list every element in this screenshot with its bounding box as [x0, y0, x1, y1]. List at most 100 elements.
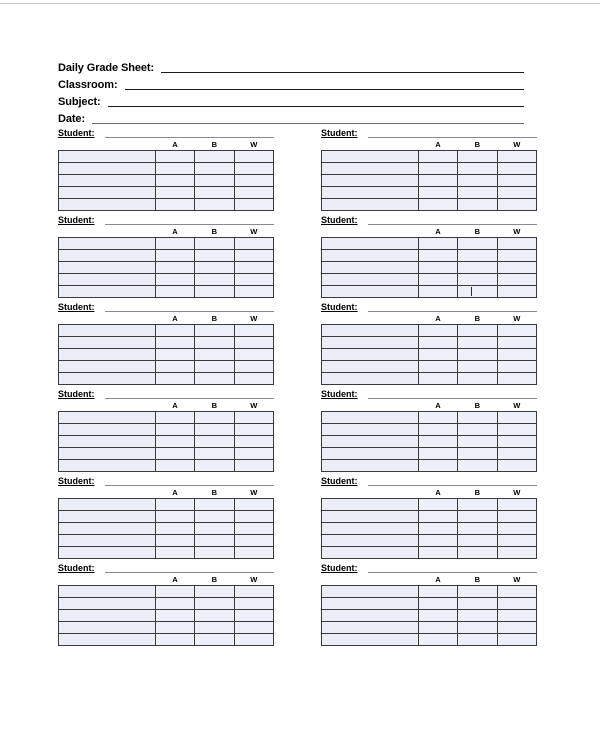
grade-cell-w[interactable]: [496, 186, 538, 199]
assignment-cell[interactable]: [321, 360, 419, 373]
grade-cell-a[interactable]: [417, 423, 459, 436]
grade-cell-w[interactable]: [233, 336, 275, 349]
assignment-cell[interactable]: [321, 522, 419, 535]
grade-cell-b[interactable]: [194, 510, 235, 523]
student-name-input[interactable]: [367, 485, 537, 486]
assignment-cell[interactable]: [321, 609, 419, 622]
assignment-cell[interactable]: [321, 633, 419, 646]
grade-cell-b[interactable]: [194, 621, 235, 634]
student-name-input[interactable]: [104, 137, 274, 138]
header-input-subject[interactable]: [107, 106, 524, 107]
grade-cell-a[interactable]: [417, 360, 459, 373]
grade-cell-a[interactable]: [154, 633, 196, 646]
grade-cell-b[interactable]: [194, 186, 235, 199]
grade-cell-b[interactable]: [457, 273, 498, 286]
assignment-cell[interactable]: [321, 324, 419, 337]
grade-cell-b[interactable]: [457, 249, 498, 262]
student-name-input[interactable]: [104, 572, 274, 573]
grade-cell-w[interactable]: [496, 174, 538, 187]
student-name-input[interactable]: [367, 224, 537, 225]
assignment-cell[interactable]: [321, 498, 419, 511]
grade-cell-b[interactable]: [194, 249, 235, 262]
assignment-cell[interactable]: [58, 411, 156, 424]
student-name-input[interactable]: [104, 398, 274, 399]
assignment-cell[interactable]: [321, 198, 419, 211]
grade-cell-a[interactable]: [417, 249, 459, 262]
grade-cell-a[interactable]: [154, 510, 196, 523]
grade-cell-w[interactable]: [496, 621, 538, 634]
grade-cell-w[interactable]: [496, 324, 538, 337]
grade-cell-a[interactable]: [417, 411, 459, 424]
grade-cell-w[interactable]: [496, 510, 538, 523]
grade-cell-w[interactable]: [496, 360, 538, 373]
grade-cell-a[interactable]: [417, 498, 459, 511]
grade-cell-a[interactable]: [154, 348, 196, 361]
grade-cell-w[interactable]: [233, 621, 275, 634]
grade-cell-b[interactable]: [194, 348, 235, 361]
grade-cell-b[interactable]: [194, 546, 235, 559]
assignment-cell[interactable]: [58, 423, 156, 436]
student-name-input[interactable]: [367, 398, 537, 399]
grade-cell-w[interactable]: [496, 237, 538, 250]
grade-cell-w[interactable]: [233, 522, 275, 535]
grade-cell-b[interactable]: [457, 546, 498, 559]
grade-cell-a[interactable]: [417, 348, 459, 361]
grade-cell-b[interactable]: [457, 510, 498, 523]
grade-cell-b[interactable]: [194, 273, 235, 286]
grade-cell-w[interactable]: [233, 597, 275, 610]
grade-cell-b[interactable]: [457, 534, 498, 547]
assignment-cell[interactable]: [321, 621, 419, 634]
grade-cell-b[interactable]: [457, 498, 498, 511]
assignment-cell[interactable]: [321, 435, 419, 448]
student-name-input[interactable]: [104, 311, 274, 312]
grade-cell-w[interactable]: [233, 498, 275, 511]
grade-cell-w[interactable]: [233, 447, 275, 460]
grade-cell-b[interactable]: [457, 336, 498, 349]
grade-cell-a[interactable]: [154, 447, 196, 460]
assignment-cell[interactable]: [321, 423, 419, 436]
grade-cell-a[interactable]: [417, 621, 459, 634]
grade-cell-a[interactable]: [154, 249, 196, 262]
grade-cell-a[interactable]: [417, 447, 459, 460]
assignment-cell[interactable]: [58, 273, 156, 286]
grade-cell-a[interactable]: [154, 534, 196, 547]
grade-cell-b[interactable]: [457, 261, 498, 274]
assignment-cell[interactable]: [321, 174, 419, 187]
assignment-cell[interactable]: [321, 261, 419, 274]
header-input-title[interactable]: [161, 72, 524, 73]
assignment-cell[interactable]: [321, 336, 419, 349]
student-name-input[interactable]: [367, 137, 537, 138]
grade-cell-w[interactable]: [233, 546, 275, 559]
grade-cell-b[interactable]: [194, 372, 235, 385]
grade-cell-w[interactable]: [233, 150, 275, 163]
assignment-cell[interactable]: [58, 150, 156, 163]
grade-cell-a[interactable]: [154, 621, 196, 634]
assignment-cell[interactable]: [321, 447, 419, 460]
grade-cell-a[interactable]: [154, 546, 196, 559]
grade-cell-b[interactable]: [457, 435, 498, 448]
grade-cell-b[interactable]: [194, 447, 235, 460]
grade-cell-a[interactable]: [154, 411, 196, 424]
grade-cell-w[interactable]: [496, 150, 538, 163]
grade-cell-b[interactable]: [194, 198, 235, 211]
grade-cell-a[interactable]: [154, 498, 196, 511]
grade-cell-a[interactable]: [154, 522, 196, 535]
grade-cell-b[interactable]: [194, 633, 235, 646]
grade-cell-b[interactable]: [457, 447, 498, 460]
grade-cell-b[interactable]: [457, 150, 498, 163]
grade-cell-b[interactable]: [457, 324, 498, 337]
grade-cell-a[interactable]: [417, 633, 459, 646]
grade-cell-a[interactable]: [154, 186, 196, 199]
header-input-classroom[interactable]: [124, 89, 524, 90]
grade-cell-b[interactable]: [457, 186, 498, 199]
assignment-cell[interactable]: [58, 498, 156, 511]
grade-cell-w[interactable]: [233, 372, 275, 385]
grade-cell-w[interactable]: [233, 174, 275, 187]
assignment-cell[interactable]: [321, 372, 419, 385]
assignment-cell[interactable]: [321, 534, 419, 547]
assignment-cell[interactable]: [321, 186, 419, 199]
assignment-cell[interactable]: [58, 546, 156, 559]
grade-cell-b[interactable]: [194, 285, 235, 298]
assignment-cell[interactable]: [58, 585, 156, 598]
grade-cell-b[interactable]: [457, 633, 498, 646]
